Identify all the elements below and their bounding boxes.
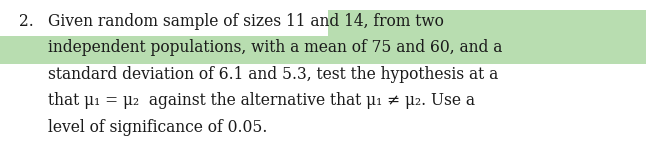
Text: level of significance of 0.05.: level of significance of 0.05. bbox=[48, 118, 268, 136]
Bar bbox=[0, 36, 646, 64]
Text: 2.: 2. bbox=[19, 13, 34, 30]
Text: standard deviation of 6.1 and 5.3, test the hypothesis at a: standard deviation of 6.1 and 5.3, test … bbox=[48, 66, 499, 83]
Bar bbox=[328, 10, 646, 38]
Text: Given random sample of sizes 11 and 14, from two: Given random sample of sizes 11 and 14, … bbox=[48, 13, 444, 30]
Text: independent populations, with a mean of 75 and 60, and a: independent populations, with a mean of … bbox=[48, 39, 503, 56]
Text: that μ₁ = μ₂  against the alternative that μ₁ ≠ μ₂. Use a: that μ₁ = μ₂ against the alternative tha… bbox=[48, 92, 475, 109]
